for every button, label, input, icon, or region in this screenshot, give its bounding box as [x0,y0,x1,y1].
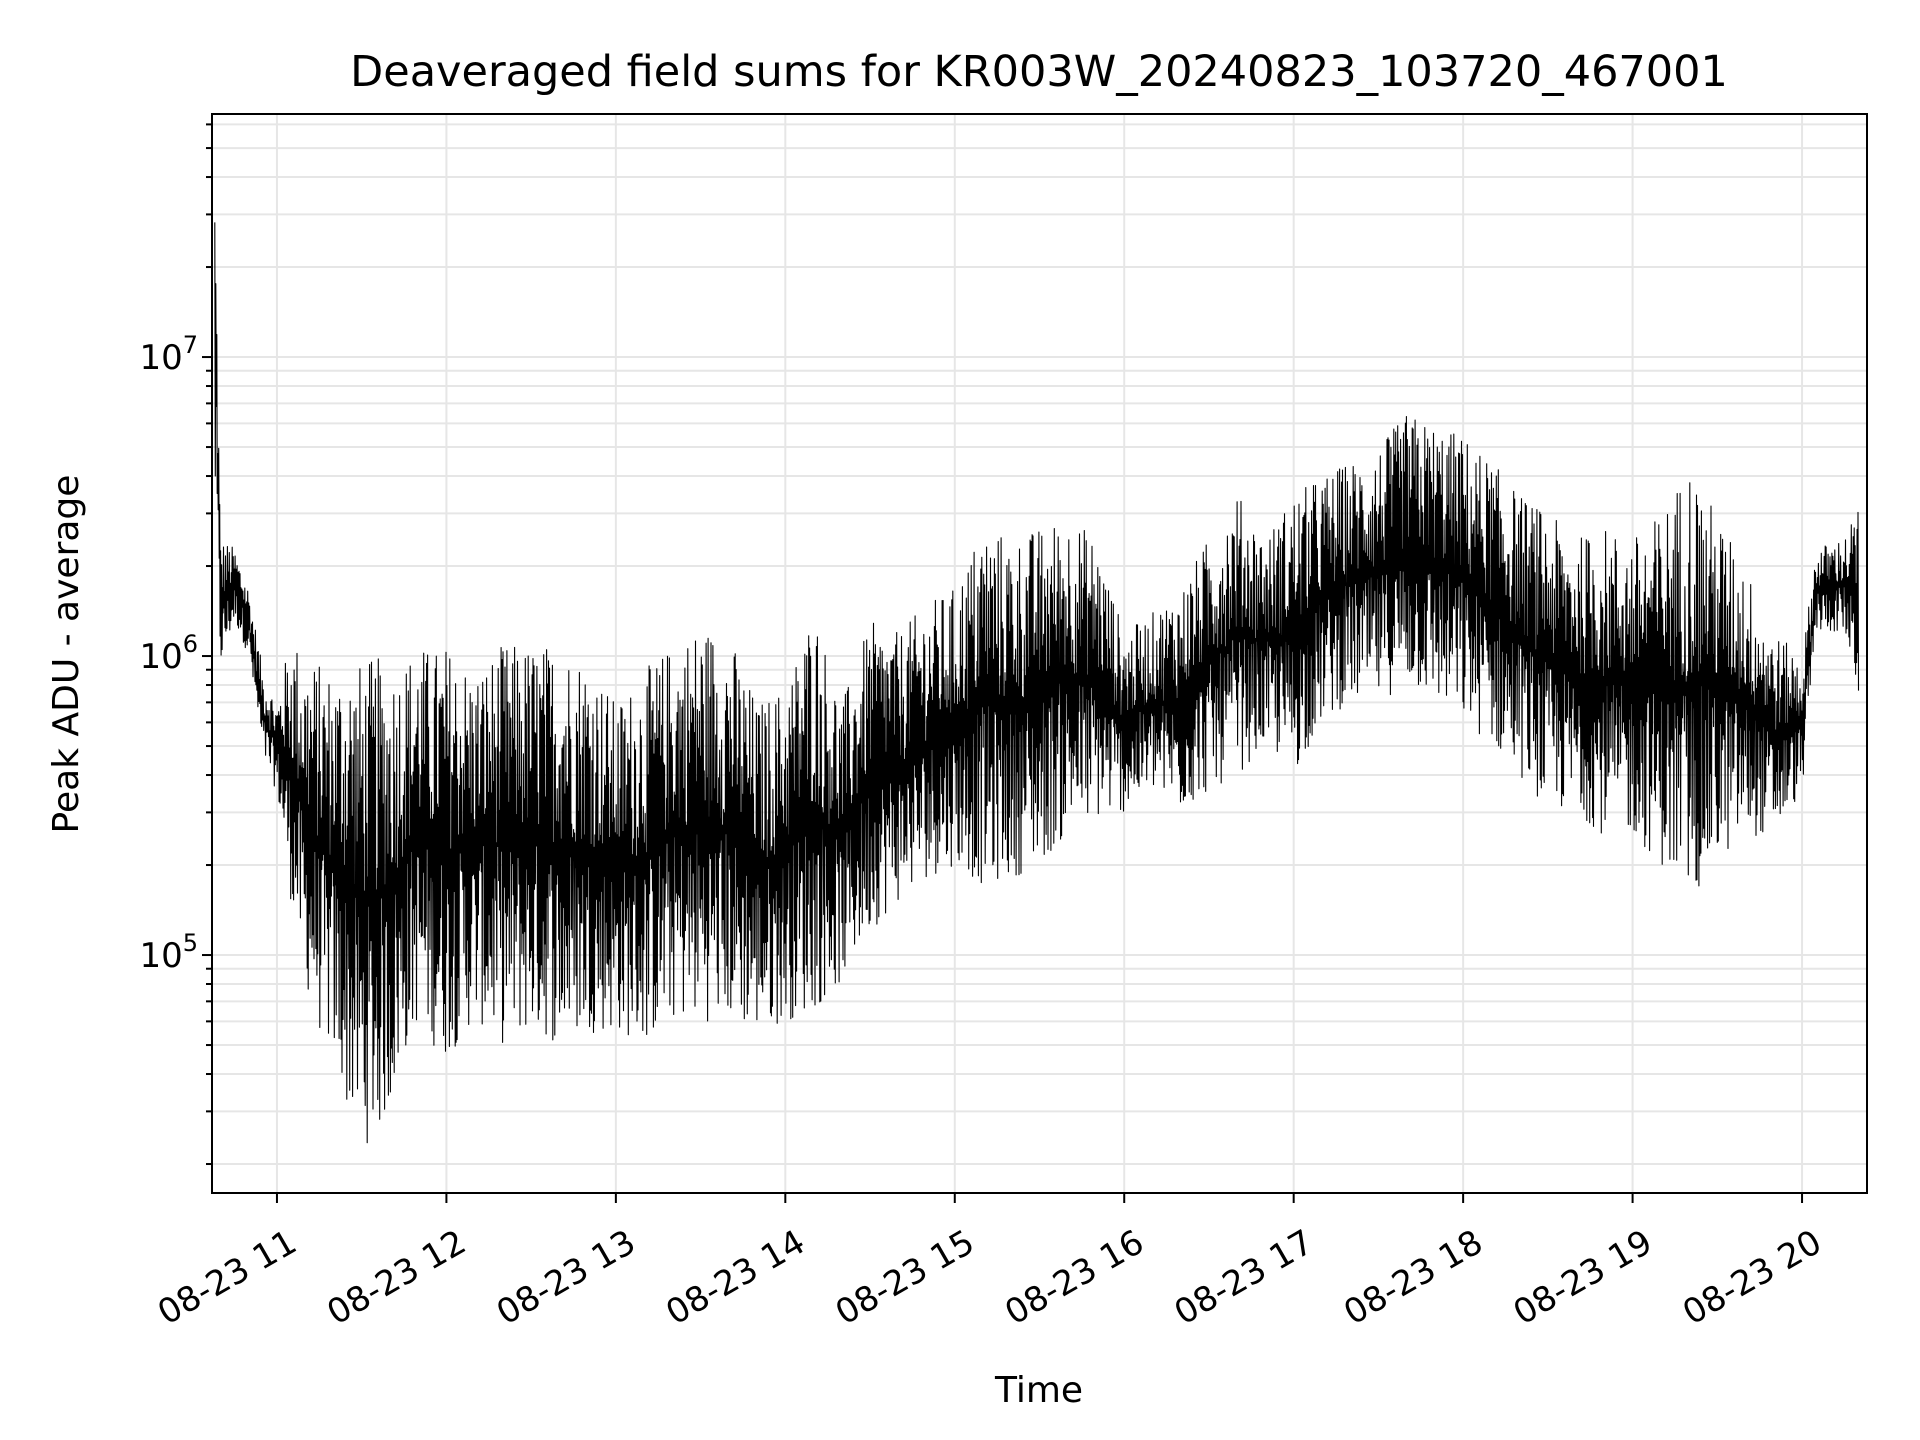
y-tick-exponent: 5 [183,929,198,957]
y-tick-label: 105 [139,929,198,976]
y-tick-exponent: 7 [183,331,198,359]
series-line [214,222,1860,1144]
y-tick-exponent: 6 [183,630,198,658]
y-tick-base: 10 [139,936,182,976]
x-axis-label: Time [994,1370,1083,1411]
y-tick-base: 10 [139,338,182,378]
plot-frame [211,113,1868,1194]
y-tick-base: 10 [139,637,182,677]
y-tick-label: 106 [139,630,198,677]
chart-title: Deaveraged field sums for KR003W_2024082… [350,47,1728,97]
y-tick-label: 107 [139,331,198,378]
series-group [214,222,1860,1144]
y-axis-label: Peak ADU - average [46,475,87,834]
